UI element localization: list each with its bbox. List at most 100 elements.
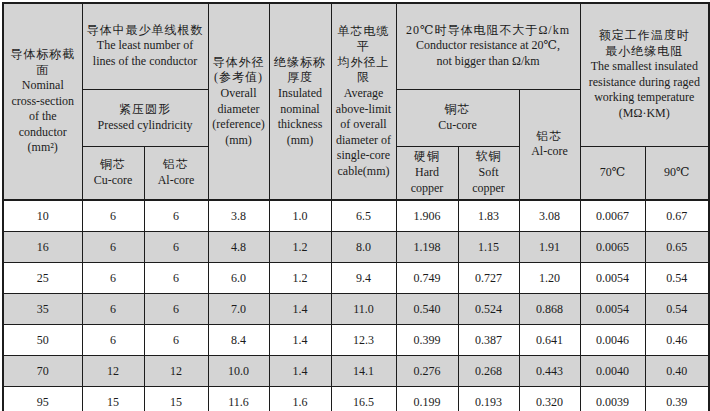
- cell: 11.0: [331, 294, 396, 325]
- cell: 0.540: [396, 294, 458, 325]
- cell: 6: [144, 294, 208, 325]
- cell: 0.387: [458, 325, 519, 356]
- cell: 0.65: [645, 232, 709, 263]
- table-row: 95 15 15 11.6 1.6 16.5 0.199 0.193 0.320…: [3, 387, 709, 411]
- table-row: 10 6 6 3.8 1.0 6.5 1.906 1.83 3.08 0.006…: [3, 200, 709, 232]
- cell: 0.524: [458, 294, 519, 325]
- subheader-hard-copper-zh: 硬铜: [399, 149, 456, 165]
- cell: 6: [82, 325, 144, 356]
- subheader-resistance-al-zh: 铝芯: [522, 129, 578, 145]
- cell: 1.2: [269, 263, 331, 294]
- subheader-pressed-cylindricity: 紧压圆形 Pressed cylindricity: [82, 89, 208, 146]
- cell: 15: [82, 387, 144, 411]
- cell: 1.906: [396, 200, 458, 232]
- cell: 6: [144, 325, 208, 356]
- group-header-resistance: 20℃时导体电阻不大于Ω/km Conductor resistance at …: [396, 3, 580, 89]
- cell: 0.320: [519, 387, 580, 411]
- subheader-least-al-zh: 铝芯: [147, 157, 206, 173]
- col-header-nominal-zh: 导体标称截面: [6, 47, 80, 78]
- cell: 7.0: [208, 294, 269, 325]
- cell: 1.6: [269, 387, 331, 411]
- subheader-resistance-al-en: Al-core: [522, 144, 578, 160]
- cell: 0.40: [645, 356, 709, 387]
- cell: 1.4: [269, 294, 331, 325]
- cell: 6: [82, 294, 144, 325]
- cell: 15: [144, 387, 208, 411]
- cell: 0.0065: [580, 232, 645, 263]
- cell: 0.276: [396, 356, 458, 387]
- cell: 12: [82, 356, 144, 387]
- col-header-overall-diameter-en: Overall diameter (reference) (mm): [211, 86, 267, 148]
- cell: 16.5: [331, 387, 396, 411]
- table-row: 25 6 6 6.0 1.2 9.4 0.749 0.727 1.20 0.00…: [3, 263, 709, 294]
- cell: 0.641: [519, 325, 580, 356]
- cell: 1.15: [458, 232, 519, 263]
- col-header-nominal-cross-section: 导体标称截面 Nominal cross-section of the cond…: [3, 3, 82, 200]
- table-row: 35 6 6 7.0 1.4 11.0 0.540 0.524 0.868 0.…: [3, 294, 709, 325]
- row-key-cell: 50: [3, 325, 82, 356]
- cell: 3.08: [519, 200, 580, 232]
- cell: 12: [144, 356, 208, 387]
- cell: 6: [82, 232, 144, 263]
- cell: 0.0054: [580, 294, 645, 325]
- conductor-spec-table: 导体标称截面 Nominal cross-section of the cond…: [2, 2, 710, 411]
- col-header-average-od: 单芯电缆平 均外径上限 Average above-limit of overa…: [331, 3, 396, 200]
- table-wrapper: 导体标称截面 Nominal cross-section of the cond…: [0, 0, 710, 411]
- subheader-temp-70c-label: 70℃: [583, 165, 643, 181]
- col-header-insulated-thickness-zh: 绝缘标称 厚度: [272, 55, 329, 86]
- subheader-temp-70c: 70℃: [580, 146, 645, 200]
- group-header-least-number-en: The least number of lines of the conduct…: [85, 38, 206, 69]
- cell: 0.399: [396, 325, 458, 356]
- cell: 0.0046: [580, 325, 645, 356]
- cell: 0.67: [645, 200, 709, 232]
- table-row: 70 12 12 10.0 1.4 14.1 0.276 0.268 0.443…: [3, 356, 709, 387]
- subheader-resistance-cu-core: 铜芯 Cu-core: [396, 89, 519, 146]
- cell: 8.0: [331, 232, 396, 263]
- cell: 0.749: [396, 263, 458, 294]
- group-header-least-number: 导体中最少单线根数 The least number of lines of t…: [82, 3, 208, 89]
- cell: 0.46: [645, 325, 709, 356]
- subheader-soft-copper-zh: 软铜: [461, 149, 517, 165]
- cell: 12.3: [331, 325, 396, 356]
- subheader-least-cu-core: 铜芯 Cu-core: [82, 146, 144, 200]
- col-header-average-od-zh: 单芯电缆平 均外径上限: [334, 24, 394, 86]
- subheader-temp-90c: 90℃: [645, 146, 709, 200]
- cell: 1.198: [396, 232, 458, 263]
- cell: 4.8: [208, 232, 269, 263]
- cell: 0.0040: [580, 356, 645, 387]
- cell: 6: [144, 263, 208, 294]
- cell: 6.0: [208, 263, 269, 294]
- table-row: 50 6 6 8.4 1.4 12.3 0.399 0.387 0.641 0.…: [3, 325, 709, 356]
- cell: 0.0054: [580, 263, 645, 294]
- subheader-pressed-zh: 紧压圆形: [85, 102, 206, 118]
- cell: 0.268: [458, 356, 519, 387]
- cell: 0.54: [645, 294, 709, 325]
- subheader-hard-copper: 硬铜 Hard copper: [396, 146, 458, 200]
- subheader-pressed-en: Pressed cylindricity: [85, 118, 206, 134]
- cell: 0.54: [645, 263, 709, 294]
- cell: 1.91: [519, 232, 580, 263]
- group-header-insulation-resistance: 额定工作温度时 最小绝缘电阻 The smallest insulated re…: [580, 3, 709, 146]
- group-header-resistance-en: Conductor resistance at 20℃, not bigger …: [399, 38, 578, 69]
- row-key-cell: 35: [3, 294, 82, 325]
- cell: 0.727: [458, 263, 519, 294]
- cell: 0.39: [645, 387, 709, 411]
- cell: 6.5: [331, 200, 396, 232]
- group-header-least-number-zh: 导体中最少单线根数: [85, 23, 206, 39]
- row-key-cell: 95: [3, 387, 82, 411]
- cell: 10.0: [208, 356, 269, 387]
- subheader-resistance-cu-en: Cu-core: [399, 118, 517, 134]
- cell: 1.0: [269, 200, 331, 232]
- cell: 6: [82, 200, 144, 232]
- cell: 0.868: [519, 294, 580, 325]
- subheader-soft-copper-en: Soft copper: [461, 165, 517, 196]
- subheader-temp-90c-label: 90℃: [648, 165, 707, 181]
- col-header-nominal-en: Nominal cross-section of the conductor (…: [6, 78, 80, 156]
- cell: 0.0039: [580, 387, 645, 411]
- group-header-insulation-resistance-zh: 额定工作温度时 最小绝缘电阻: [583, 28, 707, 59]
- subheader-resistance-al-core: 铝芯 Al-core: [519, 89, 580, 200]
- row-key-cell: 25: [3, 263, 82, 294]
- cell: 9.4: [331, 263, 396, 294]
- cell: 0.193: [458, 387, 519, 411]
- cell: 3.8: [208, 200, 269, 232]
